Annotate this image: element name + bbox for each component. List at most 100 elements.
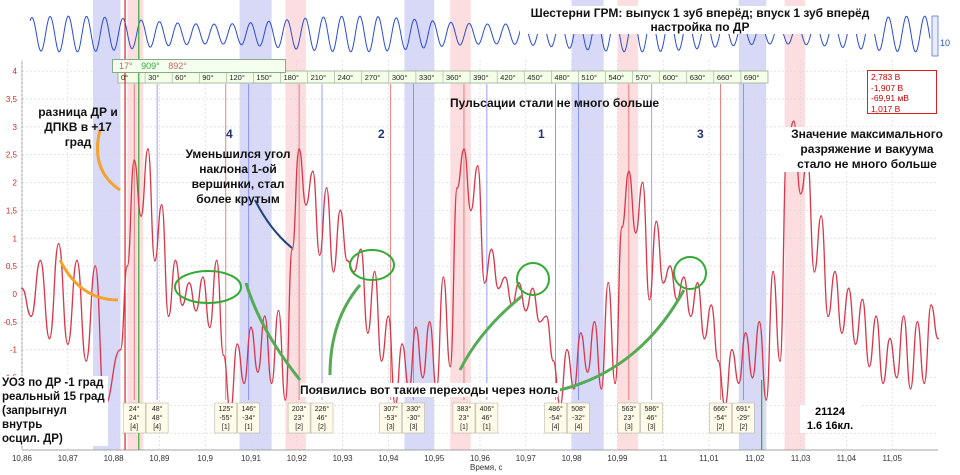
data-point-62 — [476, 164, 479, 167]
tag-angle-3: 146° — [241, 405, 256, 413]
pink-band-1 — [285, 0, 306, 450]
data-point-23 — [208, 326, 211, 329]
tag-angle-8: 383° — [457, 405, 472, 413]
angle-tick-17: 510° — [581, 73, 597, 82]
data-point-92 — [682, 276, 685, 279]
tag-box-9 — [475, 402, 499, 434]
arrow-orange-1 — [96, 129, 121, 192]
data-point-66 — [504, 276, 507, 279]
data-point-64 — [490, 248, 493, 251]
x-tick-10: 10,96 — [470, 454, 491, 463]
data-point-97 — [717, 359, 720, 362]
data-point-96 — [710, 304, 713, 307]
legend-rms: 1,017 В — [871, 103, 901, 114]
tag-box-3 — [237, 402, 260, 434]
data-point-29 — [250, 326, 252, 329]
data-point-120 — [875, 315, 878, 318]
slope-line-4: более крутым — [196, 192, 280, 206]
data-point-115 — [840, 332, 843, 334]
uoz-line-3: (запрыгнул внутрь — [2, 405, 67, 431]
blue-band-3 — [571, 0, 604, 450]
tag-value-2: -55° — [219, 414, 232, 422]
y-tick-7: 0,5 — [6, 262, 18, 271]
tag-cyl-5: [2] — [318, 424, 326, 431]
angle-tick-13: 390° — [473, 73, 489, 82]
legend-max: 2,783 В — [871, 72, 901, 82]
data-point-10 — [119, 348, 122, 351]
legend-avg: -69,91 мВ — [871, 93, 909, 103]
x-tick-17: 11,03 — [791, 454, 811, 463]
data-point-85 — [634, 231, 637, 234]
tag-angle-10: 486° — [548, 405, 563, 413]
cylinder-label-1: 1 — [538, 127, 545, 141]
tag-angle-15: 691° — [736, 405, 751, 413]
tag-cyl-11: [4] — [575, 424, 583, 431]
tag-angle-0: 24° — [129, 405, 140, 413]
y-tick-1: 3,5 — [6, 95, 18, 104]
tag-box-0 — [122, 402, 146, 434]
data-point-2 — [39, 259, 42, 262]
tag-value-0: 24° — [129, 414, 140, 422]
y-tick-3: 2,5 — [6, 151, 18, 160]
x-tick-0: 10,86 — [12, 454, 33, 463]
marker-1-value: 17° — [119, 61, 133, 71]
arrow-orange-2 — [58, 259, 119, 302]
data-point-82 — [614, 382, 617, 385]
max-value-line-1: Значение максимального — [791, 127, 943, 141]
angle-tick-21: 630° — [690, 73, 706, 82]
data-point-13 — [140, 215, 142, 217]
tag-cyl-14: [2] — [717, 424, 725, 431]
x-tick-12: 10,98 — [562, 454, 583, 463]
tag-cyl-12: [3] — [625, 424, 633, 431]
data-point-58 — [449, 365, 452, 368]
data-point-119 — [868, 365, 871, 368]
data-point-124 — [902, 315, 905, 318]
tag-angle-14: 666° — [713, 405, 728, 413]
data-point-125 — [909, 387, 912, 390]
tag-box-12 — [617, 402, 641, 434]
tag-box-1 — [145, 402, 169, 434]
tag-cyl-0: [4] — [130, 424, 138, 431]
y-tick-6: 1 — [13, 234, 18, 243]
data-point-57 — [442, 276, 445, 279]
arrow-green-1 — [244, 282, 302, 381]
data-point-36 — [298, 148, 300, 151]
data-point-24 — [215, 259, 218, 262]
angle-tick-8: 240° — [338, 73, 354, 82]
tag-value-1: 48° — [152, 414, 163, 422]
data-point-71 — [538, 320, 541, 323]
tag-value-12: 23° — [624, 414, 635, 422]
tag-value-8: 23° — [459, 414, 470, 422]
tag-value-6: -53° — [384, 414, 397, 422]
chart-title: Шестерни ГРМ: выпуск 1 зуб вперёд; впуск… — [520, 6, 880, 34]
tag-value-5: 46° — [317, 414, 328, 422]
dr-dpkv-line-2: ДПКВ в +17 град — [44, 120, 112, 149]
tag-box-4 — [287, 402, 311, 434]
angle-tick-4: 120° — [229, 73, 245, 82]
angle-tick-16: 480° — [554, 73, 570, 82]
tag-angle-13: 586° — [645, 405, 660, 413]
tag-cyl-1: [4] — [153, 424, 161, 431]
data-point-37 — [305, 203, 307, 206]
angle-tick-23: 690° — [744, 73, 760, 82]
annotation-zero-crossings: Появились вот такие переходы через ноль — [300, 383, 559, 397]
car-info: 21124 1.6 16кл. — [800, 405, 860, 433]
x-tick-16: 11,02 — [745, 454, 765, 463]
data-point-101 — [744, 332, 747, 334]
data-point-129 — [937, 337, 939, 340]
data-point-40 — [325, 187, 328, 190]
y-tick-4: 2 — [13, 179, 18, 188]
title-line-1: Шестерни ГРМ: выпуск 1 зуб вперёд; впуск… — [530, 6, 870, 20]
tag-cyl-4: [2] — [295, 424, 303, 431]
annotation-pulsations: Пульсации стали не много больше — [450, 96, 659, 110]
cylinder-label-3: 3 — [697, 127, 704, 141]
tag-value-9: 46° — [482, 414, 493, 422]
tag-value-3: -34° — [242, 414, 255, 422]
annotation-dr-dpkv: разница ДР и ДПКВ в +17 град — [36, 105, 120, 150]
tag-cyl-15: [2] — [739, 424, 747, 431]
data-point-78 — [586, 371, 589, 373]
marker-3-value: 892° — [168, 61, 187, 71]
angle-tick-10: 300° — [392, 73, 408, 82]
data-point-53 — [414, 326, 417, 329]
data-point-79 — [593, 320, 596, 323]
